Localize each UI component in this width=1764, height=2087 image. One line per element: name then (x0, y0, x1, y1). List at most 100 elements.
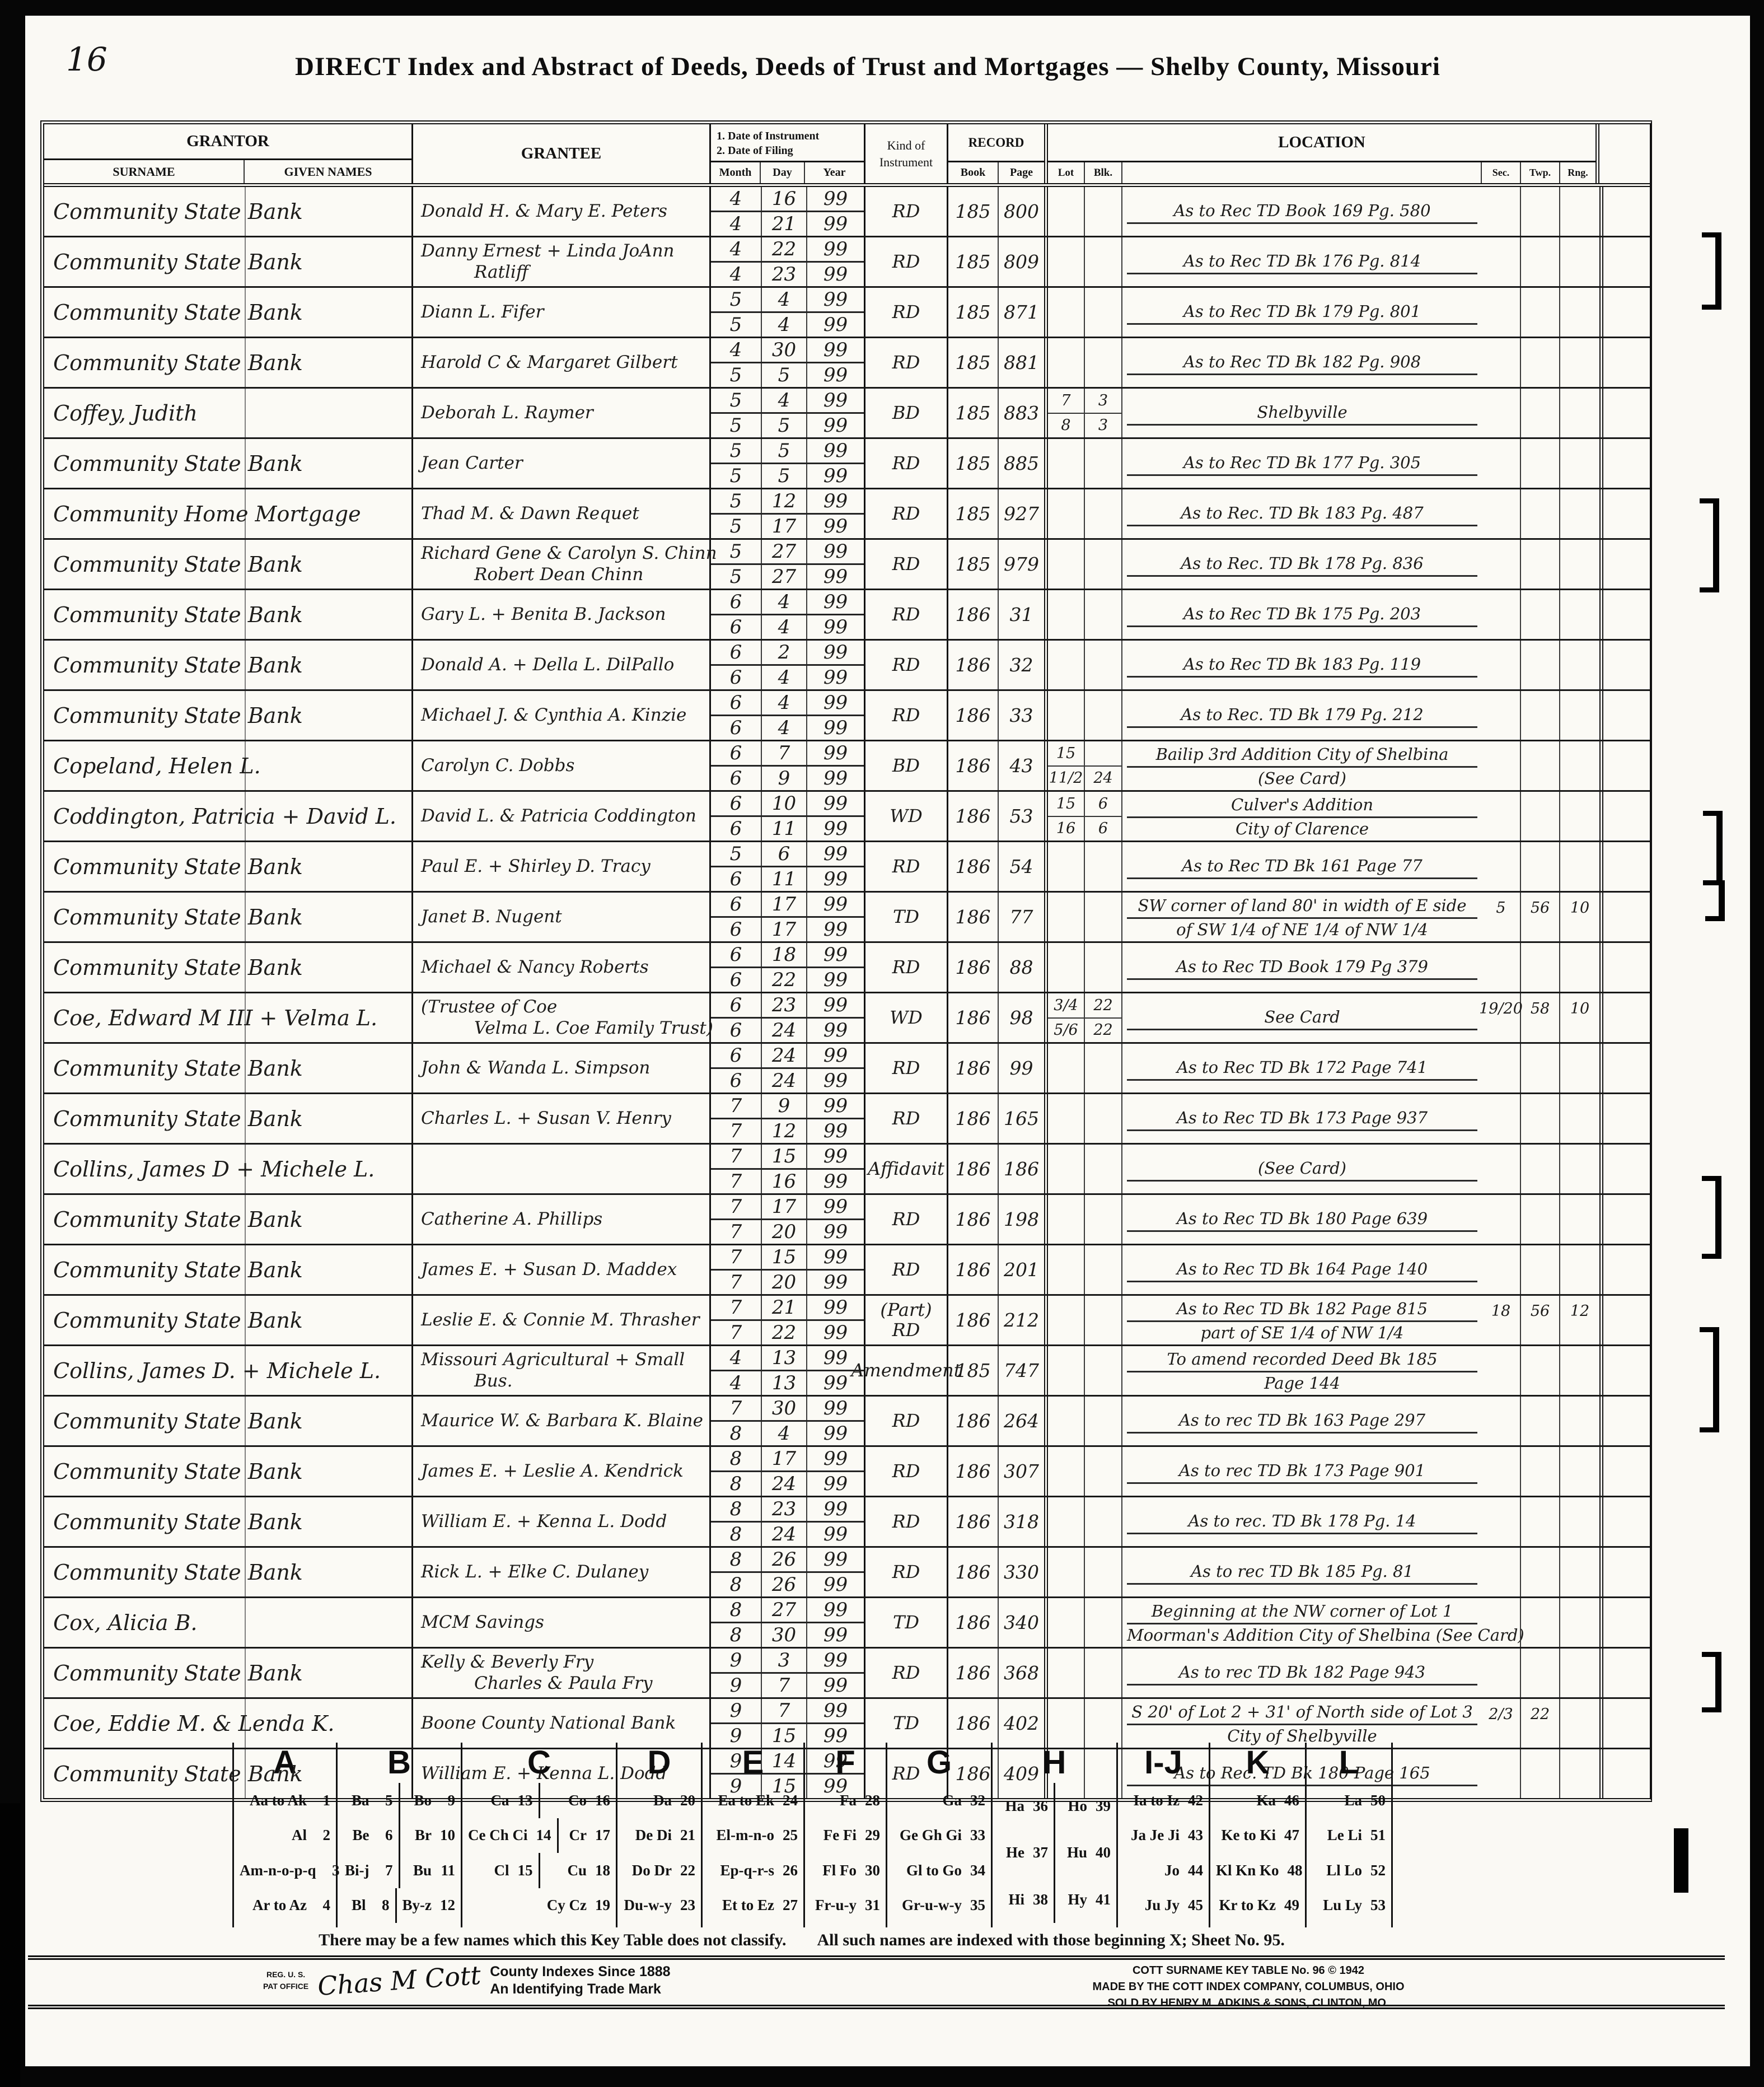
lot-cell (1048, 1649, 1085, 1697)
instrument-month: 8 (711, 1548, 762, 1571)
lot-value-1 (1048, 1195, 1084, 1220)
lot-cell (1048, 943, 1085, 992)
twp-cell: 58 (1521, 993, 1560, 1042)
rng-cell (1560, 1094, 1599, 1143)
surname-divider (245, 993, 246, 1042)
grantee-name-line1: Carolyn C. Dobbs (421, 755, 575, 776)
record-page-cell: 53 (999, 792, 1048, 841)
key-range: By-z 12 (395, 1888, 461, 1923)
key-letter: I-J (1144, 1744, 1182, 1781)
sec-cell (1482, 1245, 1521, 1294)
instrument-year: 99 (823, 742, 848, 764)
lot-value-2 (1048, 262, 1084, 287)
surname-divider (245, 1397, 246, 1445)
grantor-name: Community State Bank (53, 300, 303, 325)
record-page-cell: 54 (999, 842, 1048, 891)
surname-divider (245, 489, 246, 538)
record-page: 402 (1004, 1712, 1039, 1734)
filing-month: 9 (711, 1674, 762, 1697)
instrument-kind-line1: RD (892, 1561, 920, 1582)
location-cell: As to Rec TD Bk 164 Page 140 (1122, 1245, 1482, 1294)
surname-divider (245, 1598, 246, 1647)
lot-cell (1048, 540, 1085, 589)
record-page: 32 (1009, 654, 1033, 676)
grantor-cell: Community State Bank (44, 540, 413, 589)
blk-cell (1085, 1497, 1122, 1546)
filing-day: 4 (762, 1422, 807, 1445)
table-row: Community State Bank Diann L. Fifer 5 4 … (44, 288, 1650, 338)
grantee-cell: Missouri Agricultural + Small Bus. (413, 1346, 711, 1395)
instrument-month: 6 (711, 590, 762, 614)
record-page-cell: 330 (999, 1548, 1048, 1596)
record-page-cell: 402 (999, 1699, 1048, 1748)
key-letter: K (1246, 1744, 1270, 1781)
location-line1: Culver's Addition (1127, 793, 1477, 818)
ink-mark (1702, 1176, 1721, 1259)
kind-of-instrument-cell: TD (865, 1598, 948, 1647)
blk-cell (1085, 1649, 1122, 1697)
margin-cell (1599, 893, 1650, 941)
grantor-name: Community State Bank (53, 854, 303, 879)
kind-of-instrument-cell: RD (865, 288, 948, 337)
key-range: Fa 28 (840, 1791, 880, 1809)
surname-divider (245, 288, 246, 337)
record-page: 264 (1004, 1410, 1039, 1432)
instrument-day: 4 (762, 590, 807, 614)
filing-month: 8 (711, 1623, 762, 1647)
surname-divider (245, 1245, 246, 1294)
filing-month: 5 (711, 363, 762, 387)
dates-cell: 6 24 99 6 24 99 (711, 1044, 865, 1092)
blk-cell (1085, 540, 1122, 589)
blk-cell (1085, 1195, 1122, 1244)
key-range: Bu 11 (398, 1853, 461, 1888)
key-column: E Ea to Ek 24 El-m-n-o 25 Ep-q-r-s 26 Et to Ez 2… (703, 1743, 805, 1927)
twp-cell (1521, 590, 1560, 639)
filing-year: 99 (823, 1523, 848, 1546)
key-column: F Fa 28 Fe Fi 29 Fl Fo 30 Fr-u-y 31 (805, 1743, 887, 1927)
blk-value-1 (1085, 1245, 1121, 1270)
lot-value-1 (1048, 1296, 1084, 1320)
rng-cell (1560, 439, 1599, 488)
record-book: 186 (955, 1763, 991, 1785)
lot-cell (1048, 641, 1085, 689)
instrument-year: 99 (823, 692, 848, 714)
table-row: Community State Bank Michael J. & Cynthi… (44, 691, 1650, 741)
record-page-cell: 165 (999, 1094, 1048, 1143)
margin-cell (1599, 288, 1650, 337)
grantee-cell: Kelly & Beverly Fry Charles & Paula Fry (413, 1649, 711, 1697)
lot-value-1 (1048, 439, 1084, 464)
instrument-month: 8 (711, 1497, 762, 1521)
instrument-kind-line1: BD (892, 401, 920, 423)
table-row: Copeland, Helen L. Carolyn C. Dobbs 6 7 … (44, 741, 1650, 792)
filing-year: 99 (823, 566, 848, 588)
header-surname: SURNAME (44, 160, 245, 183)
key-range: Hu 40 (1054, 1829, 1116, 1876)
blk-value-1 (1085, 1447, 1121, 1472)
filing-month: 7 (711, 1170, 762, 1193)
scan-edge-shadow (0, 1803, 20, 2087)
key-column: G Ga 32 Ge Gh Gi 33 Gl to Go 34 Gr-u-w-y 35 (887, 1743, 993, 1927)
grantor-name: Community State Bank (53, 1761, 303, 1786)
key-range: Bl 8 (352, 1897, 390, 1914)
surname-divider (245, 893, 246, 941)
grantee-name-line1: Harold C & Margaret Gilbert (421, 352, 678, 372)
header-record-group: RECORD Book Page (948, 124, 1048, 183)
key-range: Ea to Ek 24 (718, 1791, 798, 1809)
record-page: 809 (1004, 251, 1039, 273)
kind-of-instrument-cell: RD (865, 641, 948, 689)
grantee-name-line1: Leslie E. & Connie M. Thrasher (421, 1309, 700, 1330)
horizontal-rule (28, 1955, 1725, 1960)
grantor-cell: Coe, Edward M III + Velma L. (44, 993, 413, 1042)
rng-cell (1560, 1195, 1599, 1244)
surname-divider (245, 237, 246, 286)
sec-cell: 18 (1482, 1296, 1521, 1344)
surname-divider (245, 1548, 246, 1596)
filing-day: 16 (762, 1170, 807, 1193)
header-date-instrument: 1. Date of Instrument (717, 130, 820, 142)
instrument-month: 4 (711, 187, 762, 211)
instrument-kind-line1: RD (892, 301, 920, 323)
margin-cell (1599, 1598, 1650, 1647)
instrument-day: 17 (762, 1195, 807, 1218)
instrument-kind-line1: Affidavit (868, 1157, 944, 1179)
key-range: Fl Fo 30 (822, 1861, 880, 1879)
